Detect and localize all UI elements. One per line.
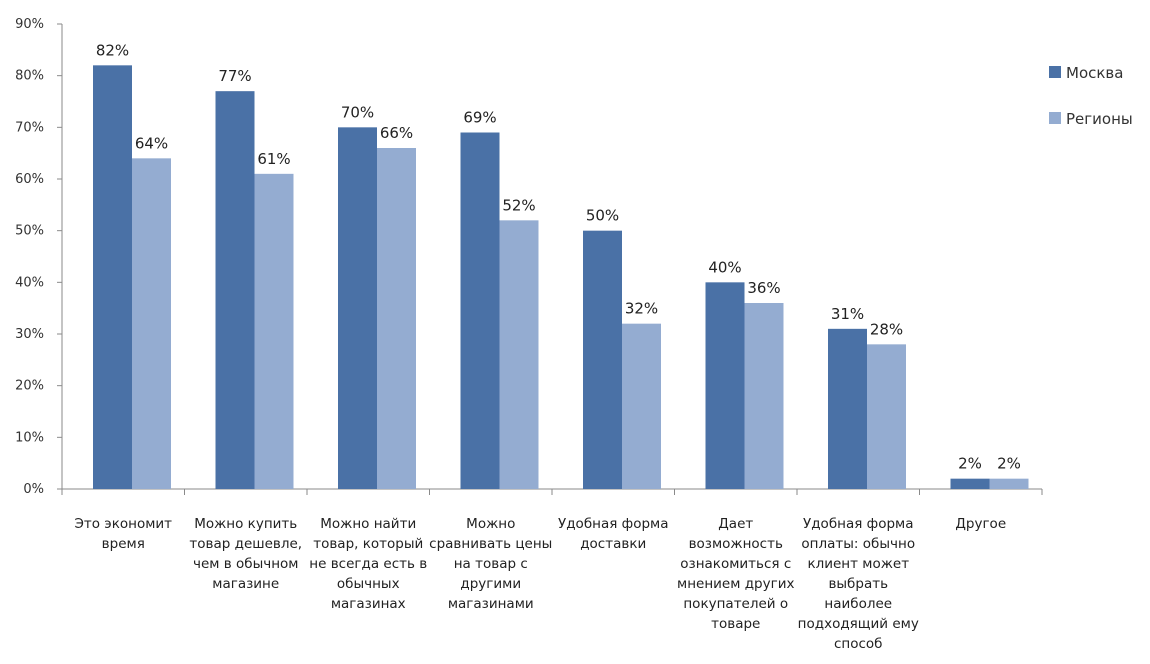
data-label: 28%: [870, 320, 903, 338]
y-tick-label: 10%: [15, 430, 44, 445]
data-label: 61%: [257, 150, 290, 168]
category-label: Это экономит время: [74, 516, 172, 552]
legend-label: Регионы: [1066, 110, 1133, 128]
bar: [377, 148, 416, 489]
bar: [93, 65, 132, 489]
bar: [215, 91, 255, 490]
legend-label: Москва: [1066, 64, 1123, 82]
bar: [950, 478, 990, 489]
y-tick-label: 30%: [15, 327, 44, 342]
data-label: 77%: [218, 67, 251, 85]
data-label: 64%: [135, 134, 168, 152]
bars: [93, 65, 1029, 490]
y-tick-label: 20%: [15, 379, 44, 394]
data-label: 82%: [96, 41, 129, 59]
data-label: 2%: [997, 455, 1021, 473]
bar: [989, 478, 1029, 489]
bar: [744, 303, 784, 489]
data-label: 69%: [463, 109, 496, 127]
bar: [867, 344, 906, 489]
category-labels: Это экономит время Можно купить товар дешев…: [74, 516, 1006, 652]
y-tick-label: 60%: [15, 172, 44, 187]
data-label: 70%: [341, 103, 374, 121]
category-label: Другое: [955, 516, 1006, 532]
y-tick-label: 80%: [15, 69, 44, 84]
bar: [499, 220, 539, 490]
data-labels: 82% 77% 70% 69% 50% 40% 31% 2% 64% 61% 66% 52% 32% 36…: [96, 41, 1021, 472]
bar: [338, 127, 377, 489]
bar: [622, 323, 661, 489]
data-label: 66%: [380, 124, 413, 142]
data-label: 52%: [502, 196, 535, 214]
data-label: 36%: [747, 279, 780, 297]
y-tick-label: 40%: [15, 275, 44, 290]
data-label: 40%: [708, 258, 741, 276]
y-tick-label: 70%: [15, 120, 44, 135]
y-tick-label: 90%: [15, 17, 44, 32]
legend: Москва Регионы: [1049, 64, 1133, 128]
legend-swatch: [1049, 112, 1061, 124]
data-label: 32%: [625, 300, 658, 318]
bar: [583, 230, 622, 489]
bar: [132, 158, 171, 490]
data-label: 50%: [586, 207, 619, 225]
category-label: Удобная форма доставки: [558, 516, 669, 552]
category-label: Можно купить товар дешевле, чем в обычном м…: [189, 516, 302, 592]
data-label: 2%: [958, 455, 982, 473]
bar: [705, 282, 745, 489]
category-label: Дает возможность ознакомиться с мнением дру…: [677, 516, 794, 632]
data-label: 31%: [831, 305, 864, 323]
category-label: Можно найти товар, который не всегда есть …: [309, 516, 427, 612]
bar: [254, 173, 294, 490]
bar: [828, 328, 867, 489]
y-tick-label: 0%: [23, 482, 44, 497]
bar: [460, 132, 500, 489]
category-label: Можно сравнивать цены на товар с другими маг…: [429, 516, 552, 612]
y-tick-label: 50%: [15, 224, 44, 239]
category-label: Удобная форма оплаты: обычно клиент может в…: [798, 516, 919, 652]
legend-swatch: [1049, 66, 1061, 78]
